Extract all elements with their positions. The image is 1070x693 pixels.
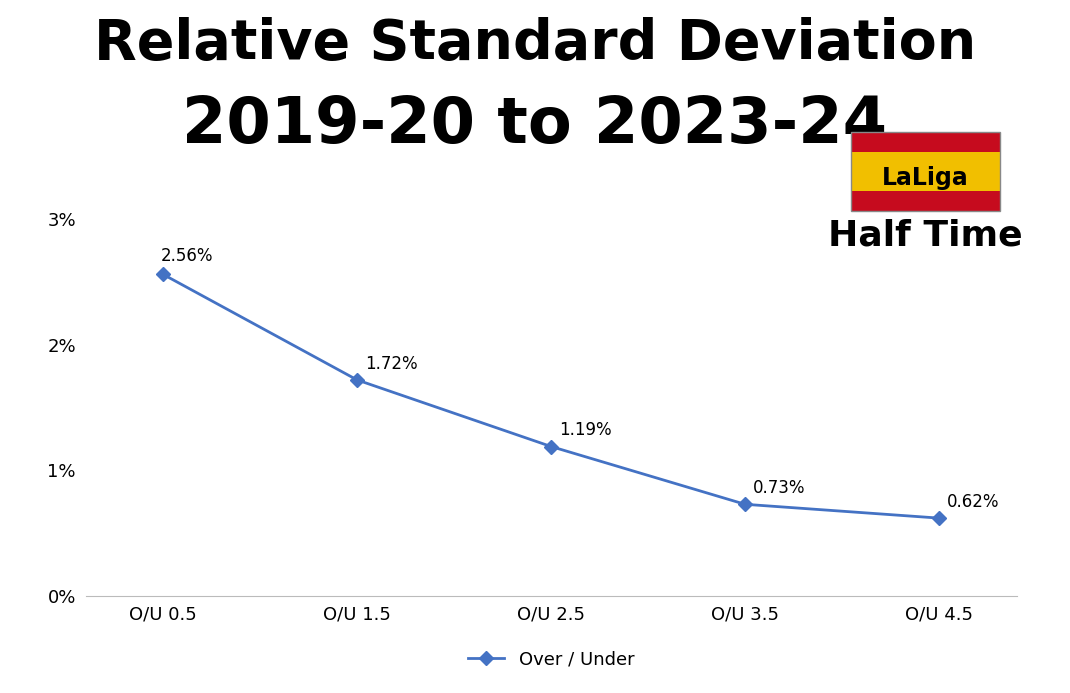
Legend: Over / Under: Over / Under bbox=[461, 643, 641, 676]
Text: 2.56%: 2.56% bbox=[160, 247, 213, 265]
Text: 0.73%: 0.73% bbox=[753, 479, 806, 497]
Text: 0.62%: 0.62% bbox=[947, 493, 999, 511]
Text: Half Time: Half Time bbox=[828, 218, 1023, 252]
Text: LaLiga: LaLiga bbox=[882, 166, 969, 190]
Text: 2019-20 to 2023-24: 2019-20 to 2023-24 bbox=[183, 94, 887, 155]
Text: Relative Standard Deviation: Relative Standard Deviation bbox=[94, 17, 976, 71]
Text: 1.72%: 1.72% bbox=[366, 355, 418, 373]
Text: 1.19%: 1.19% bbox=[560, 421, 612, 439]
